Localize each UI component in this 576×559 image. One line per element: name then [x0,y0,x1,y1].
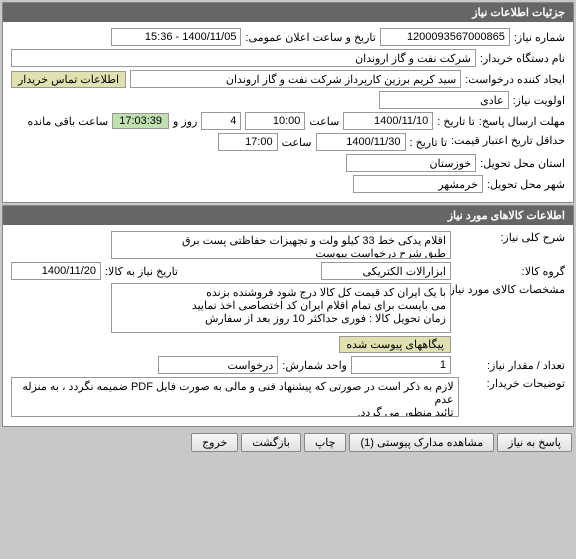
days-remaining-input[interactable] [201,112,241,130]
spec-label: مشخصات کالای مورد نیاز: [455,283,565,296]
province-input[interactable] [346,154,476,172]
need-date-input[interactable] [11,262,101,280]
remaining-text: ساعت باقی مانده [27,115,108,128]
city-label: شهر محل تحویل: [487,178,565,191]
priority-label: اولویت نیاز: [513,94,565,107]
buyer-notes-textarea[interactable] [11,377,459,417]
validity-date-input[interactable] [316,133,406,151]
time-label-1: ساعت [309,115,339,128]
days-text: روز و [173,115,197,128]
announce-input[interactable] [111,28,241,46]
city-input[interactable] [353,175,483,193]
back-button[interactable]: بازگشت [241,433,301,452]
details-panel-body: شماره نیاز: تاریخ و ساعت اعلان عمومی: نا… [3,22,573,202]
creator-label: ایجاد کننده درخواست: [465,73,565,86]
unit-input[interactable] [158,356,278,374]
until-label-2: تا تاریخ : [410,136,447,149]
desc-textarea[interactable] [111,231,451,259]
qty-label: تعداد / مقدار نیاز: [455,359,565,372]
view-attachments-button[interactable]: مشاهده مدارک پیوستی (1) [349,433,494,452]
deadline-label: مهلت ارسال پاسخ: [479,115,565,128]
validity-time-input[interactable] [218,133,278,151]
attachment-badge[interactable]: پیگاههای پیوست شده [339,336,451,353]
deadline-date-input[interactable] [343,112,433,130]
desc-label: شرح کلی نیاز: [455,231,565,244]
buyer-input[interactable] [11,49,476,67]
creator-input[interactable] [130,70,461,88]
group-input[interactable] [321,262,451,280]
details-panel-header: جزئیات اطلاعات نیاز [3,3,573,22]
items-panel-body: شرح کلی نیاز: گروه کالا: تاریخ نیاز به ک… [3,225,573,426]
print-button[interactable]: چاپ [304,433,347,452]
req-number-label: شماره نیاز: [514,31,565,44]
items-panel-header: اطلاعات کالاهای مورد نیاز [3,206,573,225]
items-panel-title: اطلاعات کالاهای مورد نیاز [448,210,565,222]
req-number-input[interactable] [380,28,510,46]
qty-input[interactable] [351,356,451,374]
buyer-notes-label: توضیحات خریدار: [463,377,565,390]
deadline-time-input[interactable] [245,112,305,130]
time-label-2: ساعت [282,136,312,149]
priority-input[interactable] [379,91,509,109]
province-label: استان محل تحویل: [480,157,565,170]
spec-textarea[interactable] [111,283,451,333]
countdown-badge: 17:03:39 [112,113,169,129]
need-date-label: تاریخ نیاز به کالا: [105,265,178,278]
exit-button[interactable]: خروج [191,433,238,452]
details-panel-title: جزئیات اطلاعات نیاز [472,7,565,19]
respond-button[interactable]: پاسخ به نیاز [497,433,572,452]
until-label-1: تا تاریخ : [437,115,474,128]
button-bar: پاسخ به نیاز مشاهده مدارک پیوستی (1) چاپ… [0,429,576,456]
items-panel: اطلاعات کالاهای مورد نیاز شرح کلی نیاز: … [2,205,574,427]
announce-label: تاریخ و ساعت اعلان عمومی: [245,31,375,44]
group-label: گروه کالا: [455,265,565,278]
buyer-label: نام دستگاه خریدار: [480,52,565,65]
validity-label: حداقل تاریخ اعتبار قیمت: [451,134,565,149]
unit-label: واحد شمارش: [282,359,347,372]
details-panel: جزئیات اطلاعات نیاز شماره نیاز: تاریخ و … [2,2,574,203]
contact-badge[interactable]: اطلاعات تماس خریدار [11,71,126,88]
